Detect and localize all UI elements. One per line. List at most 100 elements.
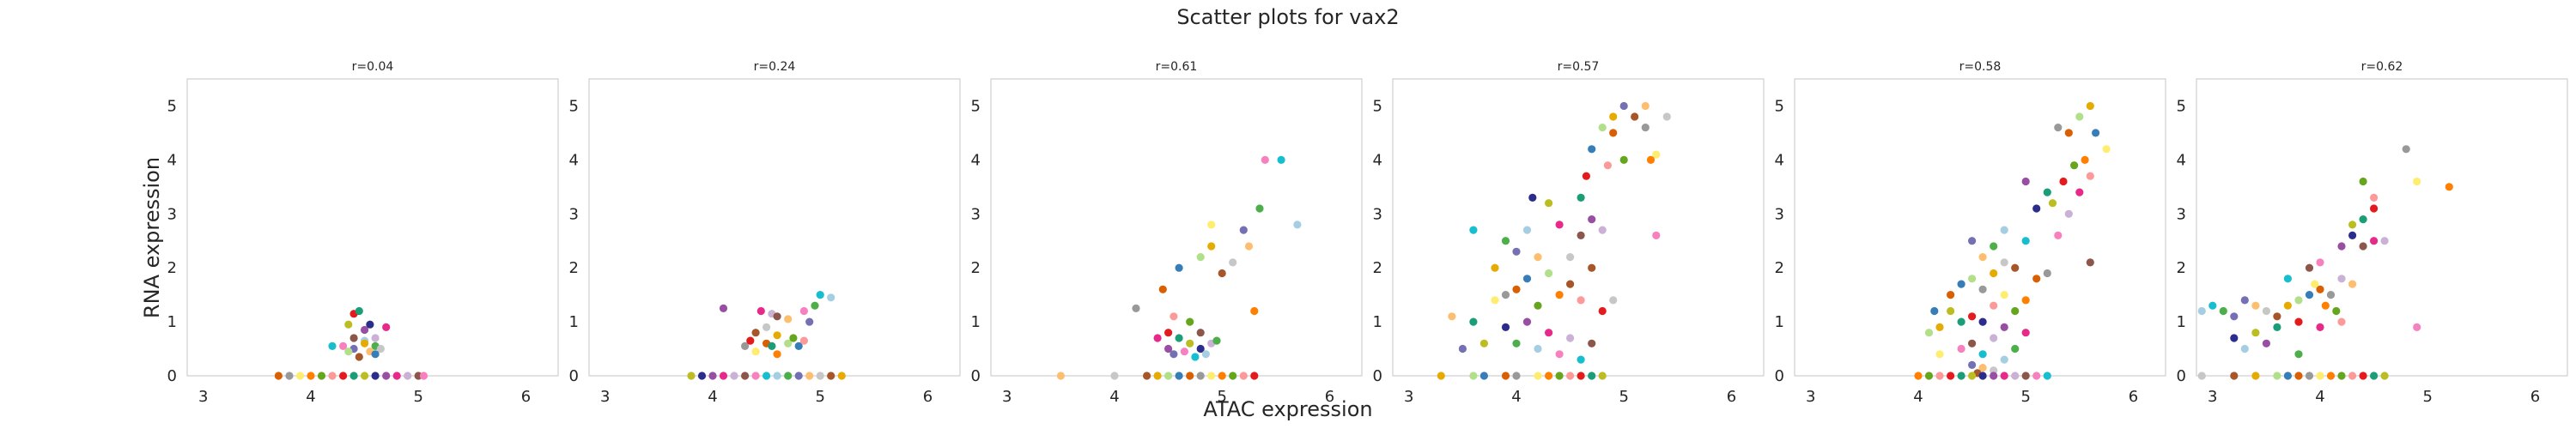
data-point (773, 312, 781, 321)
x-tick-label: 3 (198, 388, 208, 406)
data-point (1491, 296, 1499, 305)
x-tick-label: 3 (2208, 388, 2217, 406)
data-point (2000, 355, 2008, 364)
panel-title: r=0.58 (1959, 60, 2002, 74)
data-point (1207, 372, 1216, 380)
panel-title: r=0.24 (754, 60, 796, 74)
data-point (1978, 350, 1987, 359)
data-point (2294, 372, 2303, 380)
data-point (1244, 242, 1254, 251)
panel-title: r=0.57 (1558, 60, 1600, 74)
data-point (376, 344, 385, 353)
data-point (751, 329, 760, 337)
data-point (1191, 353, 1200, 361)
y-tick-label: 5 (971, 97, 981, 115)
data-point (371, 350, 380, 359)
data-point (1990, 242, 1998, 251)
data-point (1566, 372, 1575, 380)
data-point (1479, 339, 1488, 347)
y-tick-label: 0 (569, 367, 579, 385)
data-point (1588, 372, 1596, 380)
data-point (1990, 334, 1998, 342)
data-point (1619, 155, 1628, 164)
data-point (1437, 372, 1445, 380)
data-point (1164, 372, 1173, 380)
data-point (2240, 296, 2249, 305)
x-tick-label: 5 (1619, 388, 1628, 406)
data-point (2283, 301, 2292, 310)
data-point (2359, 242, 2367, 251)
data-point (1180, 347, 1188, 356)
figure-title: Scatter plots for vax2 (1176, 5, 1399, 29)
data-point (1588, 263, 1596, 272)
data-point (1566, 253, 1575, 262)
data-point (1990, 372, 1998, 380)
y-tick-label: 0 (971, 367, 981, 385)
data-point (741, 341, 750, 350)
data-point (1201, 350, 1210, 359)
data-point (1458, 344, 1467, 353)
data-point (2086, 172, 2094, 180)
data-point (328, 341, 337, 350)
data-point (392, 372, 401, 380)
data-point (2359, 372, 2367, 380)
y-tick-label: 0 (1373, 367, 1382, 385)
data-point (1293, 221, 1302, 229)
x-tick-label: 5 (1217, 388, 1226, 406)
data-point (1534, 253, 1542, 262)
data-point (1164, 344, 1173, 353)
data-point (1957, 344, 1965, 353)
data-point (355, 306, 363, 316)
data-point (1186, 339, 1194, 347)
data-point (1175, 334, 1183, 342)
data-point (2000, 226, 2008, 234)
data-point (1935, 323, 1944, 331)
data-point (1577, 296, 1585, 305)
data-point (2316, 285, 2324, 293)
data-point (1545, 269, 1553, 278)
data-point (2305, 263, 2314, 272)
data-point (2262, 339, 2270, 347)
y-tick-label: 5 (2177, 97, 2186, 115)
data-point (2064, 209, 2073, 218)
data-point (1501, 291, 1510, 299)
x-tick-label: 5 (815, 388, 824, 406)
data-point (1239, 226, 1248, 234)
data-point (414, 372, 422, 380)
data-point (1914, 372, 1923, 380)
data-point (827, 293, 835, 302)
y-axis-label: RNA expression (140, 157, 164, 318)
data-point (1566, 334, 1575, 342)
x-tick-label: 3 (1404, 388, 1413, 406)
x-tick-label: 6 (2530, 388, 2540, 406)
data-point (708, 372, 717, 380)
data-point (2021, 372, 2030, 380)
x-tick-label: 3 (1806, 388, 1815, 406)
data-point (697, 372, 707, 380)
data-point (1534, 344, 1542, 353)
data-point (349, 372, 358, 380)
data-point (811, 301, 819, 310)
data-point (746, 336, 755, 345)
data-point (1528, 193, 1537, 202)
data-point (1545, 199, 1553, 208)
data-point (1603, 161, 1612, 170)
data-point (2348, 221, 2357, 229)
data-point (307, 372, 315, 380)
data-point (1990, 301, 1998, 310)
data-point (1196, 372, 1205, 380)
data-point (1534, 301, 1542, 310)
x-tick-label: 4 (708, 388, 717, 406)
y-tick-label: 5 (1775, 97, 1784, 115)
data-point (1947, 306, 1955, 316)
data-point (1512, 247, 1521, 256)
data-point (1212, 336, 1221, 345)
data-point (762, 323, 771, 331)
data-point (1186, 372, 1194, 380)
panel-title: r=0.62 (2361, 60, 2403, 74)
data-point (2011, 372, 2020, 380)
data-point (1968, 275, 1977, 283)
data-point (1588, 145, 1596, 154)
data-point (1555, 350, 1564, 359)
y-tick-label: 0 (2177, 367, 2186, 385)
